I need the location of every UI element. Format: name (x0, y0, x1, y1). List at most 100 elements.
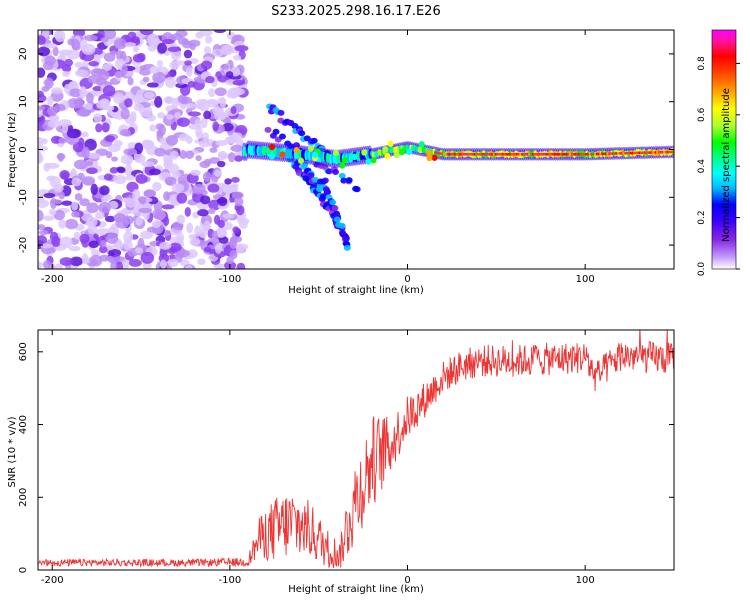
spectrogram-noise-cell (71, 201, 79, 211)
spectrogram-noise-cell (154, 96, 163, 108)
spectrogram-band-peak (492, 152, 495, 156)
spectrogram-hot-cell (341, 156, 348, 164)
spectrogram-noise-cell (147, 33, 160, 46)
spectrogram-band-peak (546, 152, 548, 156)
spectrogram-noise-cell (184, 103, 198, 109)
spectrogram-band-peak (666, 150, 669, 154)
spectrogram-noise-cell (200, 116, 208, 129)
spectrogram-band-peak (562, 152, 564, 156)
spectrogram-band-peak (478, 152, 481, 156)
snr-panel: -200 -100 0 100 0 200 400 600 Height of straig… (7, 329, 675, 595)
spectrogram-noise-cell (214, 243, 222, 254)
spectrogram-noise-cell (232, 79, 246, 86)
spectrogram-branch-cell (323, 189, 331, 196)
spectrogram-hot-cell (382, 146, 389, 153)
spectrogram-noise-cell (81, 176, 96, 186)
spectrogram-noise-cell (232, 132, 243, 138)
spectrogram-noise-cell (205, 76, 215, 84)
spectrogram-noise-cell (54, 263, 64, 269)
spectrogram-noise-cell (38, 261, 44, 269)
spectrogram-noise-cell (47, 106, 58, 117)
spectrogram-noise-cell (141, 161, 155, 168)
spectrogram-noise-cell (138, 207, 153, 214)
spectrogram-noise-cell (132, 46, 140, 53)
spectrogram-noise-cell (169, 60, 180, 70)
spectrogram-noise-cell (88, 61, 100, 67)
spectrogram-band-peak (581, 152, 584, 156)
spectrogram-noise-cell (151, 219, 162, 229)
spectrogram-noise-cell (74, 69, 89, 77)
spectrogram-noise-cell (157, 42, 167, 54)
spectrogram-noise-cell (109, 167, 119, 174)
spectrogram-band-peak (519, 152, 522, 156)
spectrogram-hot-cell (268, 153, 275, 160)
spectrogram-noise-cell (184, 150, 195, 159)
spectrogram-band-peak (524, 152, 527, 156)
spectrogram-noise-cell (189, 237, 201, 246)
spectrogram-band-peak (467, 152, 470, 156)
spectrogram-noise-cell (61, 123, 69, 134)
spectrogram-noise-cell (132, 188, 141, 201)
spectrogram-band-peak (530, 152, 532, 156)
spectrogram-band-peak (569, 152, 571, 156)
spectrogram-noise-cell (81, 146, 90, 159)
spectrogram-noise-cell (130, 111, 137, 123)
spectrogram-noise-cell (165, 76, 177, 88)
spectrogram-noise-cell (177, 176, 184, 185)
spectrogram-noise-cell (81, 253, 89, 265)
spectrogram-noise-cell (177, 249, 190, 258)
spectrogram-noise-cell (113, 38, 127, 50)
spectrogram-noise-cell (220, 63, 230, 70)
spectrogram-noise-cell (117, 167, 126, 174)
spectrogram-band-peak (576, 152, 579, 156)
spectrogram-noise-cell (125, 201, 137, 208)
spectrogram-band-peak (599, 152, 602, 156)
spectrogram-band-peak (496, 152, 499, 156)
spectrogram-noise-cell (231, 176, 240, 183)
spectrogram-branch-cell (353, 186, 361, 193)
spectrogram-noise-cell (61, 200, 73, 206)
spectrogram-band-peak (533, 152, 536, 156)
spectrogram-x-tick-label: 0 (404, 274, 410, 285)
spectrogram-band-peak (526, 152, 529, 156)
spectrogram-noise-cell (84, 34, 98, 42)
spectrogram-band-peak (450, 152, 452, 156)
spectrogram-noise-cell (215, 139, 228, 147)
spectrogram-hot-cell (293, 147, 300, 154)
spectrogram-band-peak (522, 152, 525, 156)
spectrogram-noise-cell (59, 236, 73, 249)
spectrogram-band-peak (594, 152, 596, 156)
spectrogram-x-tick-label: -200 (41, 274, 64, 285)
spectrogram-noise-cell (124, 164, 133, 177)
spectrogram-noise-cell (86, 202, 99, 214)
spectrogram-noise-cell (72, 141, 84, 153)
spectrogram-noise-cell (147, 44, 156, 52)
spectrogram-band-peak (574, 152, 577, 156)
spectrogram-y-label: Frequency (Hz) (7, 112, 18, 188)
spectrogram-band-peak (567, 152, 570, 156)
spectrogram-noise-cell (230, 184, 239, 194)
spectrogram-band-peak (487, 152, 490, 156)
spectrogram-noise-cell (234, 155, 244, 162)
spectrogram-band-peak (473, 152, 476, 156)
spectrogram-noise-cell (101, 196, 109, 203)
spectrogram-noise-cell (184, 206, 191, 217)
spectrogram-noise-cell (185, 265, 193, 269)
spectrogram-noise-cell (144, 140, 155, 149)
spectrogram-band-peak (446, 152, 449, 156)
spectrogram-band-peak (459, 152, 461, 156)
spectrogram-band-peak (611, 152, 614, 155)
spectrogram-noise-cell (195, 31, 204, 39)
spectrogram-band-peak (583, 152, 586, 156)
spectrogram-noise-cell (54, 30, 66, 43)
spectrogram-noise-cell (205, 35, 213, 44)
spectrogram-noise-cell (139, 30, 154, 36)
spectrogram-noise-cell (140, 251, 155, 264)
spectrogram-noise-cell (180, 96, 193, 105)
spectrogram-band-peak (443, 152, 445, 156)
spectrogram-noise-cell (214, 112, 227, 121)
spectrogram-noise-cell (170, 199, 179, 206)
spectrogram-band-peak (503, 152, 506, 156)
spectrogram-band-peak (624, 151, 627, 155)
spectrogram-noise-cell (98, 70, 110, 81)
